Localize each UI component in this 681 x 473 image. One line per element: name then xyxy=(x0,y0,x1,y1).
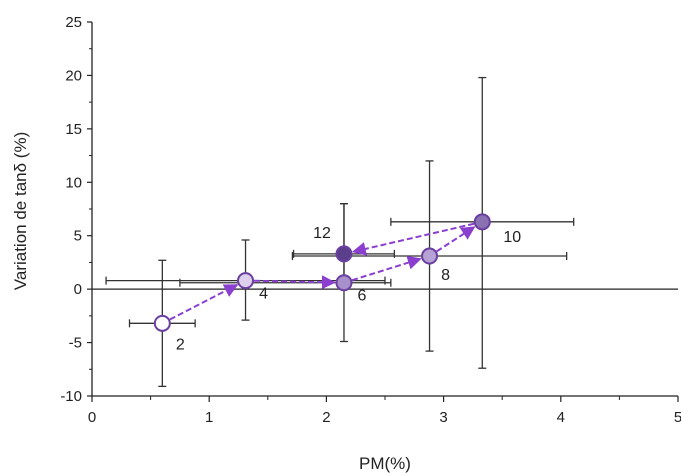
data-point-10 xyxy=(473,213,491,231)
data-point-4 xyxy=(237,272,255,290)
data-point-8 xyxy=(421,247,439,265)
point-label-12: 12 xyxy=(313,225,331,242)
arrow-6-to-8 xyxy=(351,255,422,282)
y-axis-label: Variation de tanδ (%) xyxy=(11,132,30,290)
y-tick-label: -5 xyxy=(69,335,82,352)
point-label-8: 8 xyxy=(441,267,450,284)
trajectory-arrows xyxy=(169,222,476,321)
point-label-4: 4 xyxy=(259,286,268,303)
arrow-2-to-4 xyxy=(169,284,239,321)
arrow-4-to-6 xyxy=(254,275,336,290)
arrow-8-to-10 xyxy=(436,226,476,253)
y-tick-label: 5 xyxy=(74,228,82,245)
x-axis-label: PM(%) xyxy=(359,454,411,473)
point-labels: 2 4 6 8 10 12 xyxy=(176,225,521,353)
y-tick-label: 0 xyxy=(74,281,82,298)
x-tick-label: 5 xyxy=(674,409,681,426)
arrow-10-to-12 xyxy=(351,222,475,256)
x-tick-label: 3 xyxy=(439,409,447,426)
point-label-2: 2 xyxy=(176,336,185,353)
data-point-6 xyxy=(335,274,353,292)
y-tick-label: 10 xyxy=(65,174,82,191)
error-bar-6 xyxy=(179,203,392,343)
data-point-12 xyxy=(335,245,353,263)
point-label-6: 6 xyxy=(358,288,367,305)
x-tick-label: 1 xyxy=(205,409,213,426)
x-tick-label: 2 xyxy=(322,409,330,426)
y-tick-label: 25 xyxy=(65,14,82,31)
x-tick-label: 4 xyxy=(557,409,565,426)
point-label-10: 10 xyxy=(503,229,521,246)
x-tick-label: 0 xyxy=(88,409,96,426)
data-point-2 xyxy=(153,314,171,332)
y-tick-label: 20 xyxy=(65,67,82,84)
y-tick-label: 15 xyxy=(65,121,82,138)
y-tick-label: -10 xyxy=(60,388,82,405)
data-points xyxy=(153,213,491,332)
